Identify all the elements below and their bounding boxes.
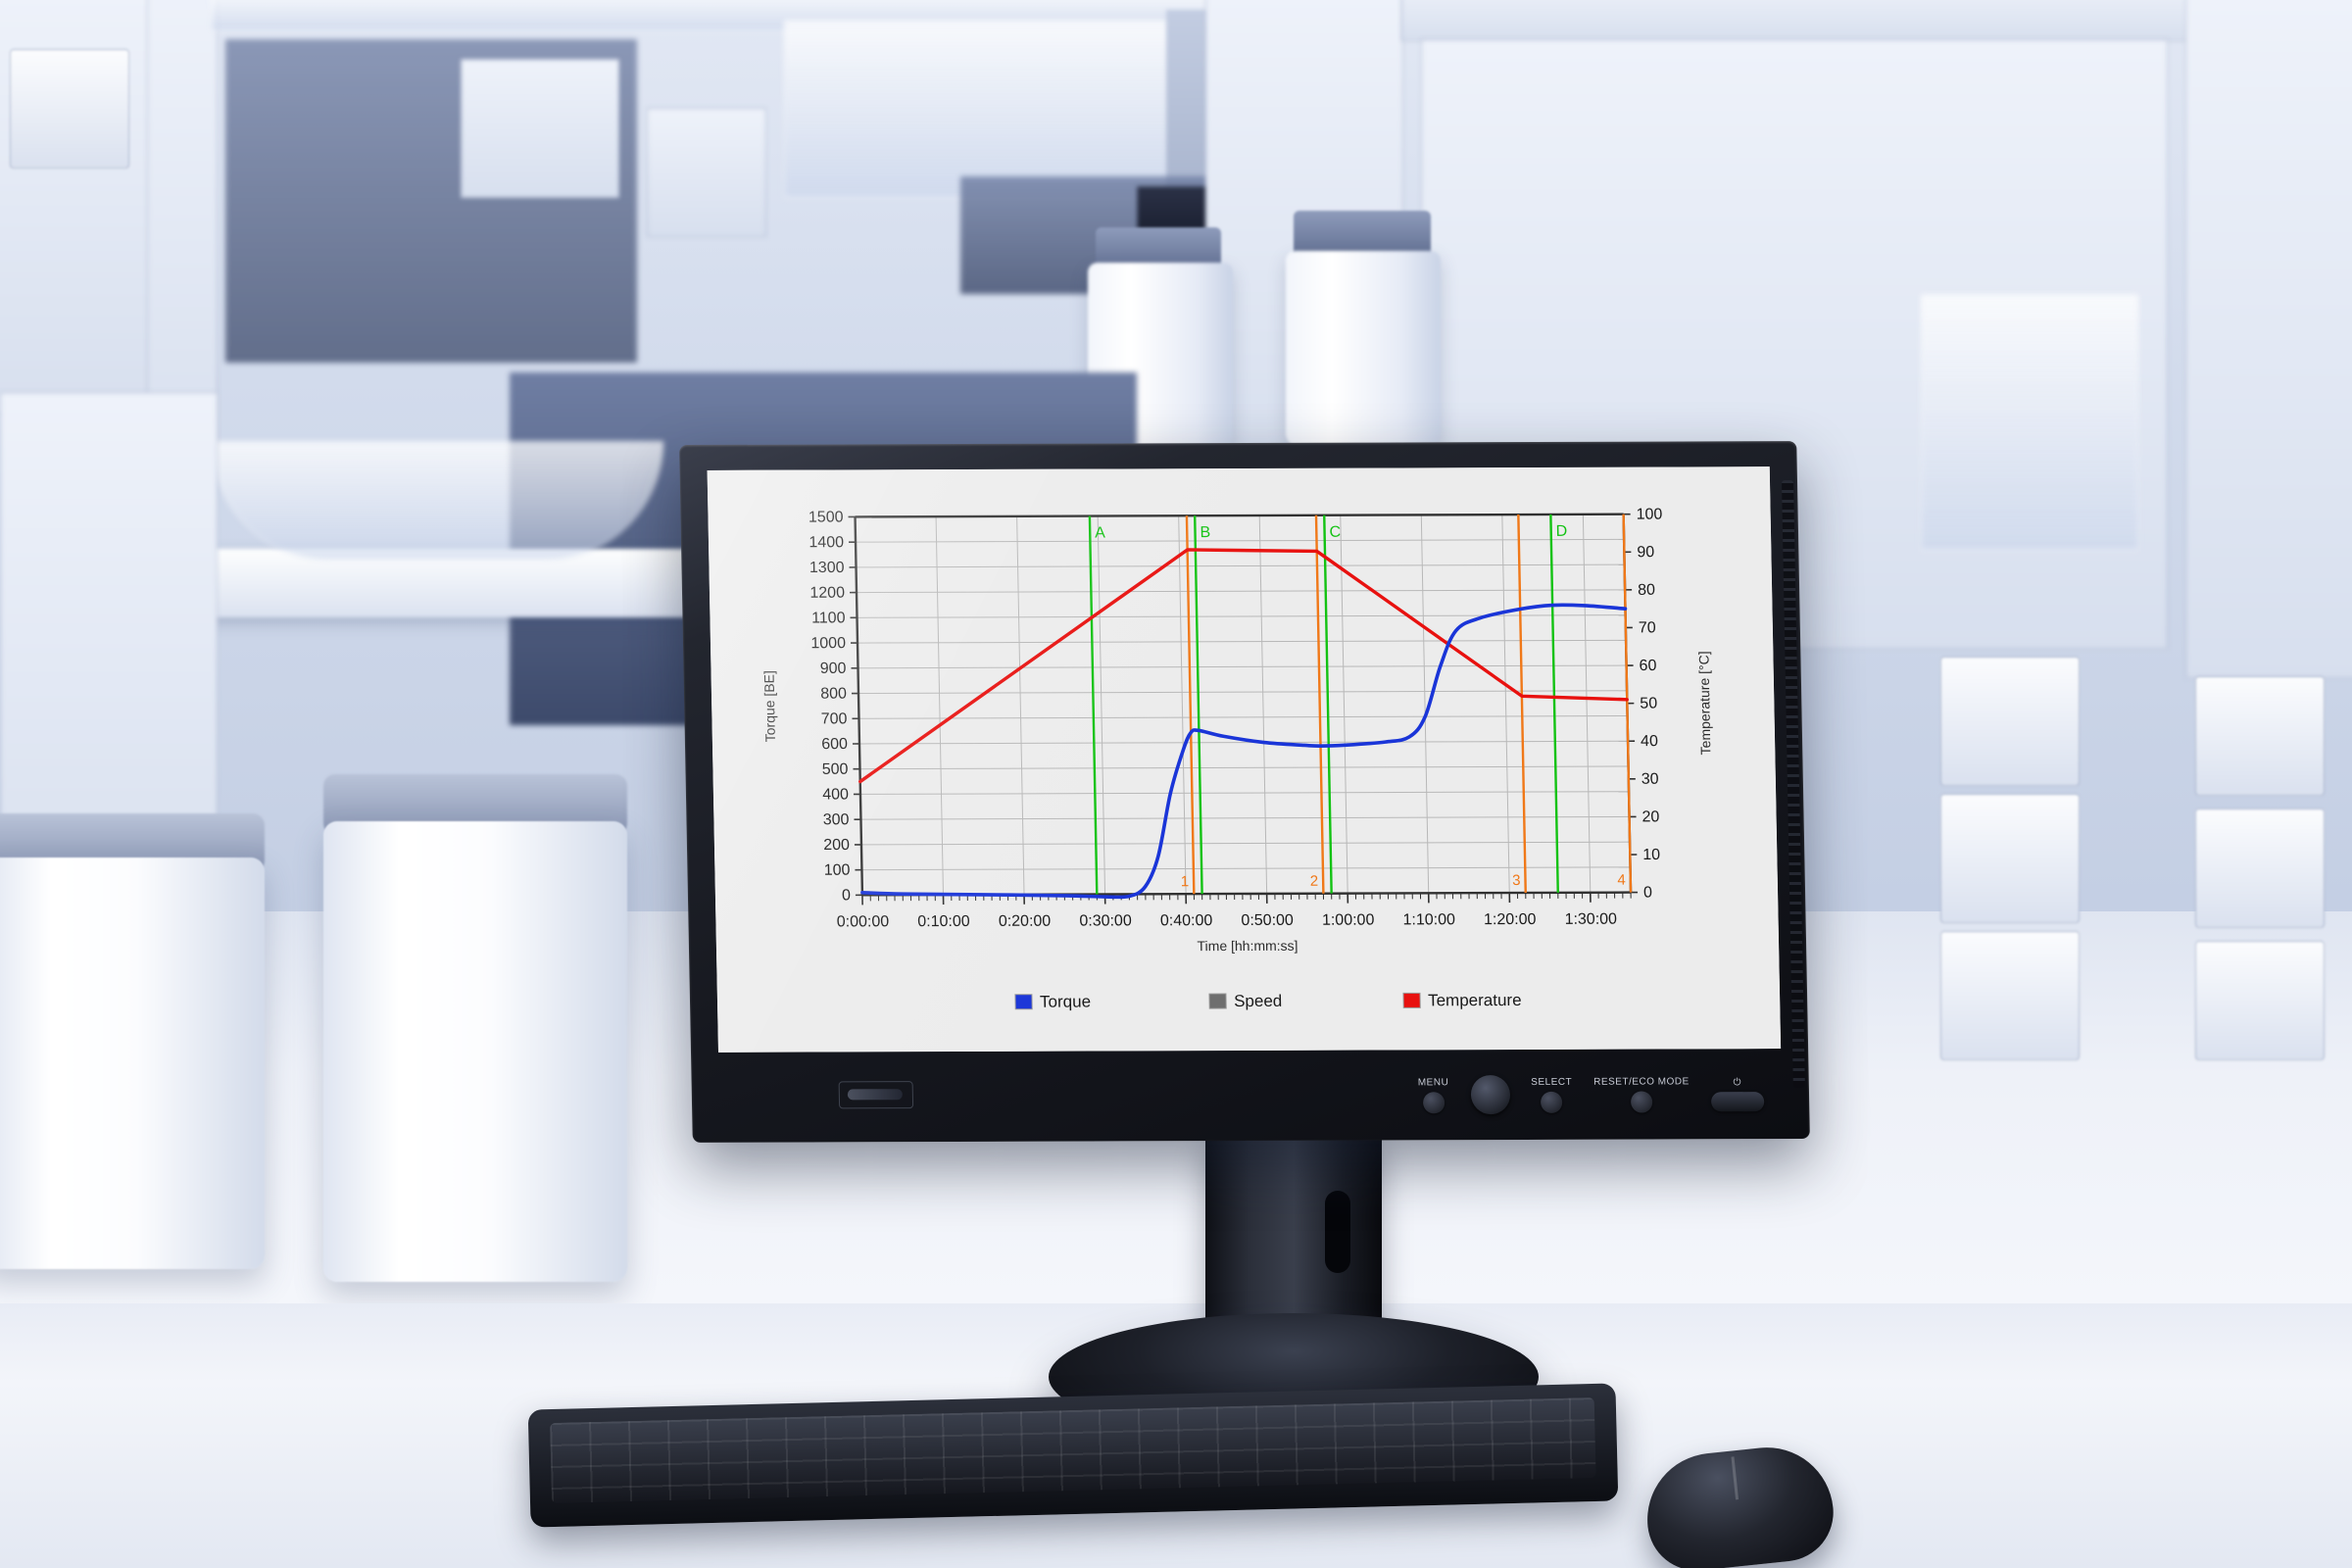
svg-text:1400: 1400 [808, 534, 844, 551]
svg-text:1:20:00: 1:20:00 [1484, 911, 1537, 928]
svg-text:600: 600 [821, 736, 848, 753]
menu-button[interactable]: MENU [1418, 1077, 1449, 1113]
wall-socket-right-1 [1940, 657, 2080, 786]
svg-text:Temperature [°C]: Temperature [°C] [1695, 651, 1713, 755]
svg-text:B: B [1200, 524, 1210, 541]
glass-dish [211, 441, 663, 561]
svg-text:40: 40 [1641, 733, 1658, 750]
svg-text:70: 70 [1639, 619, 1656, 636]
monitor-stand-neck [1205, 1132, 1382, 1328]
svg-text:400: 400 [822, 786, 849, 803]
reset-eco-button-label: RESET/ECO MODE [1593, 1075, 1690, 1088]
storage-drum-left [0, 858, 265, 1269]
svg-text:D: D [1556, 523, 1568, 540]
svg-text:Torque: Torque [1040, 993, 1091, 1011]
menu-button-label: MENU [1417, 1076, 1449, 1088]
power-icon: ⏻ [1733, 1076, 1742, 1088]
svg-text:1: 1 [1181, 873, 1190, 890]
reset-eco-knob-icon[interactable] [1631, 1091, 1653, 1113]
svg-text:0:00:00: 0:00:00 [837, 913, 890, 930]
svg-text:0:50:00: 0:50:00 [1241, 912, 1294, 929]
svg-text:C: C [1329, 524, 1341, 541]
svg-text:1:30:00: 1:30:00 [1564, 911, 1617, 928]
svg-text:300: 300 [823, 811, 850, 828]
svg-text:3: 3 [1512, 872, 1521, 889]
svg-text:10: 10 [1642, 847, 1660, 863]
wall-socket-far-3 [2195, 941, 2325, 1060]
svg-text:500: 500 [822, 761, 849, 778]
svg-text:Temperature: Temperature [1428, 991, 1522, 1009]
svg-text:0: 0 [842, 887, 851, 904]
svg-text:0:20:00: 0:20:00 [999, 913, 1052, 930]
monitor-stand-cable-hole [1325, 1191, 1350, 1273]
svg-text:Torque [BE]: Torque [BE] [761, 670, 778, 742]
keyboard-keys[interactable] [550, 1396, 1596, 1504]
svg-text:900: 900 [820, 661, 847, 677]
reset-eco-button[interactable]: RESET/ECO MODE [1593, 1075, 1690, 1113]
monitor-screen[interactable]: 0 100 200 300 400 500 600 700 800 900 1000 1100 1200… [707, 466, 1782, 1053]
svg-text:80: 80 [1638, 582, 1655, 599]
svg-text:1500: 1500 [808, 509, 844, 525]
wall-socket-right-2 [1940, 794, 2080, 923]
svg-text:100: 100 [1636, 507, 1662, 523]
svg-text:60: 60 [1639, 658, 1656, 674]
svg-text:20: 20 [1642, 808, 1659, 825]
svg-text:50: 50 [1640, 696, 1657, 712]
svg-text:1200: 1200 [809, 585, 845, 602]
wall-socket-right-3 [1940, 931, 2080, 1060]
svg-text:0: 0 [1643, 885, 1652, 902]
svg-text:1:00:00: 1:00:00 [1322, 912, 1375, 929]
svg-text:700: 700 [821, 710, 848, 727]
power-button[interactable]: ⏻ [1710, 1076, 1765, 1111]
svg-text:1000: 1000 [810, 635, 846, 652]
menu-knob-icon[interactable] [1422, 1091, 1446, 1113]
svg-text:4: 4 [1617, 872, 1626, 889]
wall-socket-far-2 [2195, 808, 2325, 928]
svg-text:30: 30 [1642, 771, 1659, 788]
wall-socket-left [10, 49, 129, 169]
monitor-osd-controls[interactable]: MENU SELECT RESET/ECO MODE ⏻ [691, 1049, 1810, 1143]
computer-monitor: 0 100 200 300 400 500 600 700 800 900 1000 1100 1200… [679, 441, 1810, 1143]
storage-drum-right [323, 821, 627, 1282]
svg-text:0:10:00: 0:10:00 [917, 913, 970, 930]
svg-text:1:10:00: 1:10:00 [1402, 911, 1455, 928]
svg-text:0:40:00: 0:40:00 [1160, 912, 1213, 929]
svg-text:200: 200 [823, 837, 850, 854]
reagent-bottle-right [1286, 251, 1441, 447]
mouse-button-divider [1731, 1456, 1740, 1500]
svg-text:A: A [1095, 525, 1105, 542]
svg-text:1300: 1300 [809, 560, 845, 576]
svg-text:2: 2 [1310, 873, 1319, 890]
svg-text:Time [hh:mm:ss]: Time [hh:mm:ss] [1197, 938, 1298, 954]
svg-text:100: 100 [824, 862, 851, 879]
power-switch[interactable] [1710, 1091, 1765, 1111]
select-button[interactable]: SELECT [1531, 1076, 1573, 1113]
torque-temperature-chart[interactable]: 0100200300400500600700800900100011001200… [707, 466, 1782, 1053]
svg-text:90: 90 [1637, 544, 1654, 561]
svg-text:Speed: Speed [1234, 992, 1283, 1010]
select-button-label: SELECT [1531, 1076, 1573, 1088]
svg-text:800: 800 [820, 686, 847, 703]
wall-socket-far-1 [2195, 676, 2325, 796]
svg-text:0:30:00: 0:30:00 [1079, 912, 1132, 929]
joystick-icon[interactable] [1470, 1075, 1510, 1115]
select-knob-icon[interactable] [1541, 1091, 1563, 1113]
svg-text:1100: 1100 [811, 610, 846, 626]
